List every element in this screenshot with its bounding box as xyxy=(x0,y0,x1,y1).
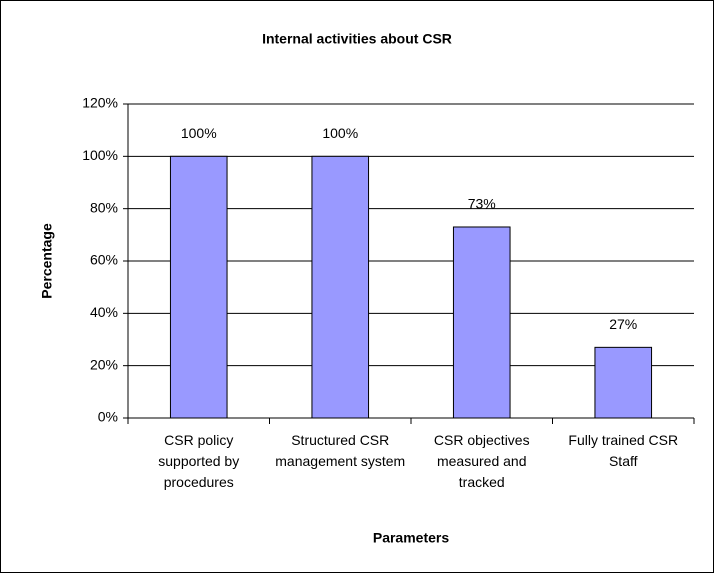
y-tick-label: 0% xyxy=(98,409,118,425)
chart-title: Internal activities about CSR xyxy=(262,31,452,47)
y-tick-label: 100% xyxy=(82,147,118,163)
y-tick-label: 60% xyxy=(90,252,118,268)
x-axis-label: Parameters xyxy=(373,530,449,546)
value-label: 100% xyxy=(322,125,358,141)
value-label: 73% xyxy=(468,196,496,212)
x-tick-label: CSR policy supported by procedures xyxy=(158,432,240,490)
y-tick-label: 20% xyxy=(90,356,118,372)
bar xyxy=(311,155,370,419)
bar xyxy=(452,226,511,419)
y-tick-label: 40% xyxy=(90,304,118,320)
y-tick-label: 80% xyxy=(90,199,118,215)
bar xyxy=(169,155,228,419)
bar xyxy=(594,346,653,419)
x-tick-label: Structured CSR management system xyxy=(275,432,406,469)
value-label: 27% xyxy=(609,316,637,332)
value-label: 100% xyxy=(181,125,217,141)
x-tick-label: CSR objectives measured and tracked xyxy=(433,432,530,490)
y-axis-label: Percentage xyxy=(39,223,55,299)
x-tick-label: Fully trained CSR Staff xyxy=(568,432,679,469)
y-tick-label: 120% xyxy=(82,95,118,111)
